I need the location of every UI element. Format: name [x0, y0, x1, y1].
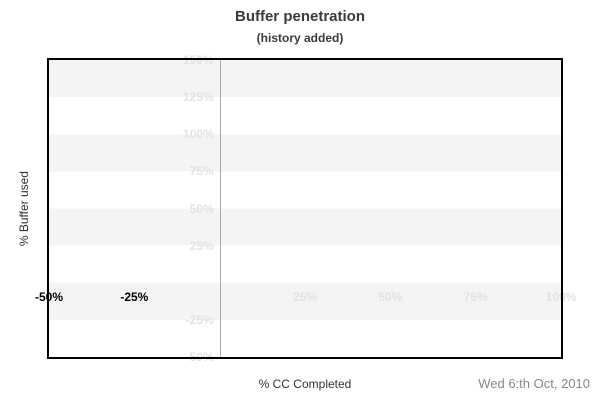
y-axis-title: % Buffer used [0, 58, 47, 359]
x-tick-label: -25% [120, 289, 149, 304]
chart-subtitle: (history added) [256, 31, 344, 45]
y-tick-label: 150% [182, 53, 214, 67]
y-tick-label: -25% [185, 312, 214, 327]
x-tick-label: 75% [463, 289, 488, 304]
x-tick-label: 50% [378, 289, 403, 304]
y-tick-label: 25% [189, 238, 214, 253]
chart-date: Wed 6:th Oct, 2010 [478, 376, 590, 391]
y-tick-label: -50% [185, 350, 214, 364]
y-axis-title-text: % Buffer used [16, 170, 31, 247]
y-tick-label: 100% [182, 127, 214, 142]
plot-area: 150% 125% 100% 75% 50% 25% -25% -50% -50% -25% 25%… [35, 53, 576, 364]
x-tick-label: 25% [292, 289, 318, 304]
x-tick-label: -50% [34, 289, 64, 304]
y-tick-label: 125% [182, 90, 214, 105]
chart-title: Buffer penetration [234, 8, 365, 25]
zero-gridline [219, 60, 221, 357]
y-tick-label: 75% [189, 164, 214, 179]
x-axis-title: % CC Completed [258, 377, 352, 391]
plot-inner: 150% 125% 100% 75% 50% 25% -25% -50% -50% -25% 25%… [35, 53, 576, 364]
y-tick-label: 50% [189, 201, 214, 216]
x-tick-label: 100% [545, 289, 577, 304]
